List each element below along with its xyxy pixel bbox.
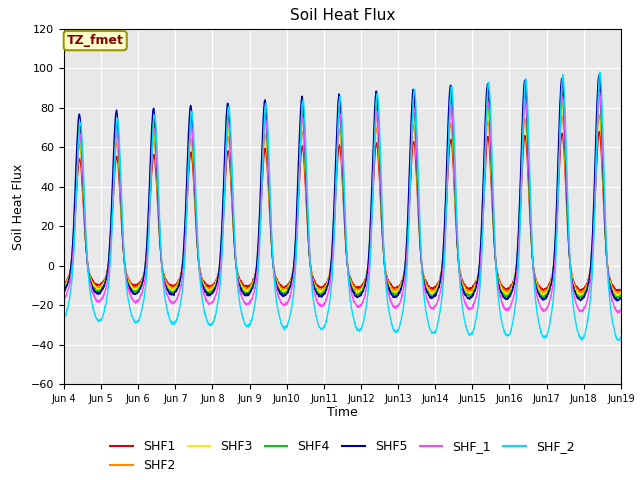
- SHF2: [614, 290, 622, 296]
- SHF_2: [583, 322, 591, 328]
- SHF_2: [614, 337, 622, 343]
- SHF_2: [60, 317, 68, 323]
- SHF_2: [617, 335, 625, 340]
- SHF_2: [596, 69, 604, 75]
- SHF2: [215, 266, 223, 272]
- SHF4: [504, 292, 512, 298]
- SHF3: [358, 286, 366, 291]
- SHF1: [613, 288, 621, 294]
- SHF3: [617, 290, 625, 296]
- Legend: SHF1, SHF2, SHF3, SHF4, SHF5, SHF_1, SHF_2: SHF1, SHF2, SHF3, SHF4, SHF5, SHF_1, SHF…: [105, 435, 580, 477]
- SHF4: [617, 292, 625, 298]
- SHF2: [568, 270, 575, 276]
- Line: SHF5: SHF5: [64, 75, 621, 300]
- SHF_1: [614, 310, 621, 316]
- Line: SHF4: SHF4: [64, 89, 621, 299]
- Line: SHF_2: SHF_2: [64, 72, 621, 340]
- SHF5: [358, 289, 366, 295]
- SHF_1: [60, 298, 68, 303]
- Y-axis label: Soil Heat Flux: Soil Heat Flux: [12, 163, 25, 250]
- SHF2: [60, 284, 68, 289]
- SHF5: [583, 288, 591, 293]
- Line: SHF_1: SHF_1: [64, 93, 621, 313]
- SHF4: [371, 125, 378, 131]
- SHF1: [568, 269, 575, 275]
- SHF2: [504, 288, 512, 294]
- SHF5: [60, 288, 68, 294]
- SHF1: [371, 162, 378, 168]
- SHF4: [583, 285, 591, 291]
- SHF_2: [504, 332, 512, 338]
- SHF2: [595, 112, 603, 118]
- SHF_2: [371, 144, 378, 149]
- SHF5: [617, 295, 625, 301]
- SHF_2: [568, 281, 575, 287]
- SHF2: [371, 147, 378, 153]
- SHF_1: [215, 277, 223, 283]
- SHF3: [583, 284, 591, 289]
- SHF1: [583, 281, 591, 287]
- SHF1: [504, 285, 512, 291]
- SHF5: [215, 266, 223, 272]
- SHF4: [215, 266, 223, 272]
- SHF3: [215, 266, 223, 272]
- SHF_1: [568, 275, 575, 281]
- SHF3: [614, 294, 621, 300]
- SHF_1: [358, 300, 366, 306]
- SHF5: [568, 275, 575, 281]
- SHF4: [595, 86, 603, 92]
- SHF2: [617, 288, 625, 294]
- SHF1: [60, 280, 68, 286]
- SHF2: [583, 283, 591, 288]
- SHF3: [60, 284, 68, 290]
- SHF4: [60, 287, 68, 292]
- Line: SHF3: SHF3: [64, 100, 621, 297]
- SHF3: [595, 97, 603, 103]
- SHF_2: [358, 323, 366, 329]
- SHF_1: [596, 90, 604, 96]
- Line: SHF1: SHF1: [64, 132, 621, 291]
- SHF_2: [215, 290, 223, 296]
- SHF5: [595, 72, 603, 78]
- SHF1: [358, 282, 366, 288]
- SHF1: [596, 129, 604, 134]
- SHF1: [215, 267, 223, 273]
- SHF4: [358, 289, 366, 295]
- SHF_1: [504, 306, 512, 312]
- SHF1: [617, 287, 625, 293]
- SHF3: [504, 290, 512, 296]
- Title: Soil Heat Flux: Soil Heat Flux: [290, 9, 395, 24]
- SHF5: [371, 112, 378, 118]
- SHF4: [568, 273, 575, 278]
- SHF3: [568, 271, 575, 276]
- SHF5: [504, 295, 512, 301]
- SHF_1: [617, 307, 625, 313]
- SHF5: [612, 298, 620, 303]
- SHF3: [371, 134, 378, 140]
- Line: SHF2: SHF2: [64, 115, 621, 293]
- SHF2: [358, 285, 366, 291]
- X-axis label: Time: Time: [327, 407, 358, 420]
- SHF_1: [583, 299, 591, 304]
- Text: TZ_fmet: TZ_fmet: [67, 34, 124, 47]
- SHF4: [614, 296, 621, 301]
- SHF_1: [371, 144, 378, 150]
